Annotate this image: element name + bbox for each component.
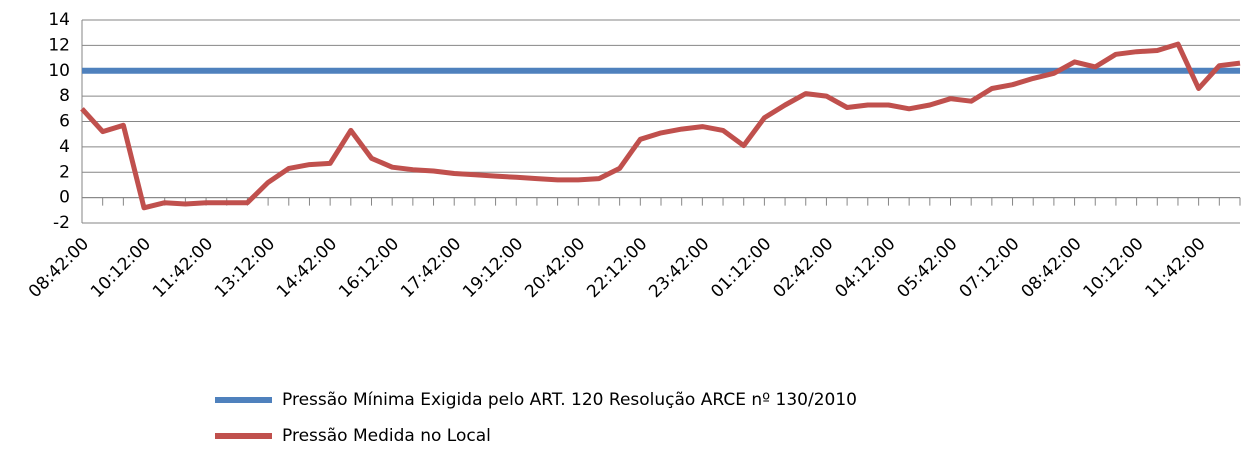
series-line xyxy=(80,41,1241,211)
x-tick-label: 01:12:00 xyxy=(707,234,775,302)
x-tick-label: 08:42:00 xyxy=(25,234,93,302)
legend-label: Pressão Mínima Exigida pelo ART. 120 Res… xyxy=(282,390,857,410)
x-tick-label: 20:42:00 xyxy=(521,234,589,302)
y-tick-label: 12 xyxy=(48,35,70,55)
x-tick-label: 22:12:00 xyxy=(583,234,651,302)
y-tick-label: 8 xyxy=(59,86,70,106)
y-tick-label: 10 xyxy=(48,61,70,81)
y-tick-label: 6 xyxy=(59,112,70,132)
x-tick-label: 16:12:00 xyxy=(335,234,403,302)
x-tick-label: 02:42:00 xyxy=(769,234,837,302)
x-tick-label: 10:12:00 xyxy=(87,234,155,302)
x-tick-label: 17:42:00 xyxy=(397,234,465,302)
x-tick-label: 07:12:00 xyxy=(955,234,1023,302)
x-tick-label: 04:12:00 xyxy=(831,234,899,302)
x-tick-label: 08:42:00 xyxy=(1018,234,1086,302)
y-tick-label: -2 xyxy=(53,213,70,233)
x-tick-label: 10:12:00 xyxy=(1080,234,1148,302)
x-tick-label: 19:12:00 xyxy=(459,234,527,302)
x-tick-label: 05:42:00 xyxy=(893,234,961,302)
x-tick-label: 11:42:00 xyxy=(1142,234,1210,302)
y-tick-label: 4 xyxy=(59,137,70,157)
legend-label: Pressão Medida no Local xyxy=(282,426,491,445)
x-tick-label: 23:42:00 xyxy=(645,234,713,302)
y-tick-label: 14 xyxy=(48,10,70,30)
x-tick-label: 11:42:00 xyxy=(149,234,217,302)
x-tick-label: 14:42:00 xyxy=(273,234,341,302)
y-tick-label: 2 xyxy=(59,162,70,182)
x-tick-label: 13:12:00 xyxy=(211,234,279,302)
y-tick-label: 0 xyxy=(59,188,70,208)
